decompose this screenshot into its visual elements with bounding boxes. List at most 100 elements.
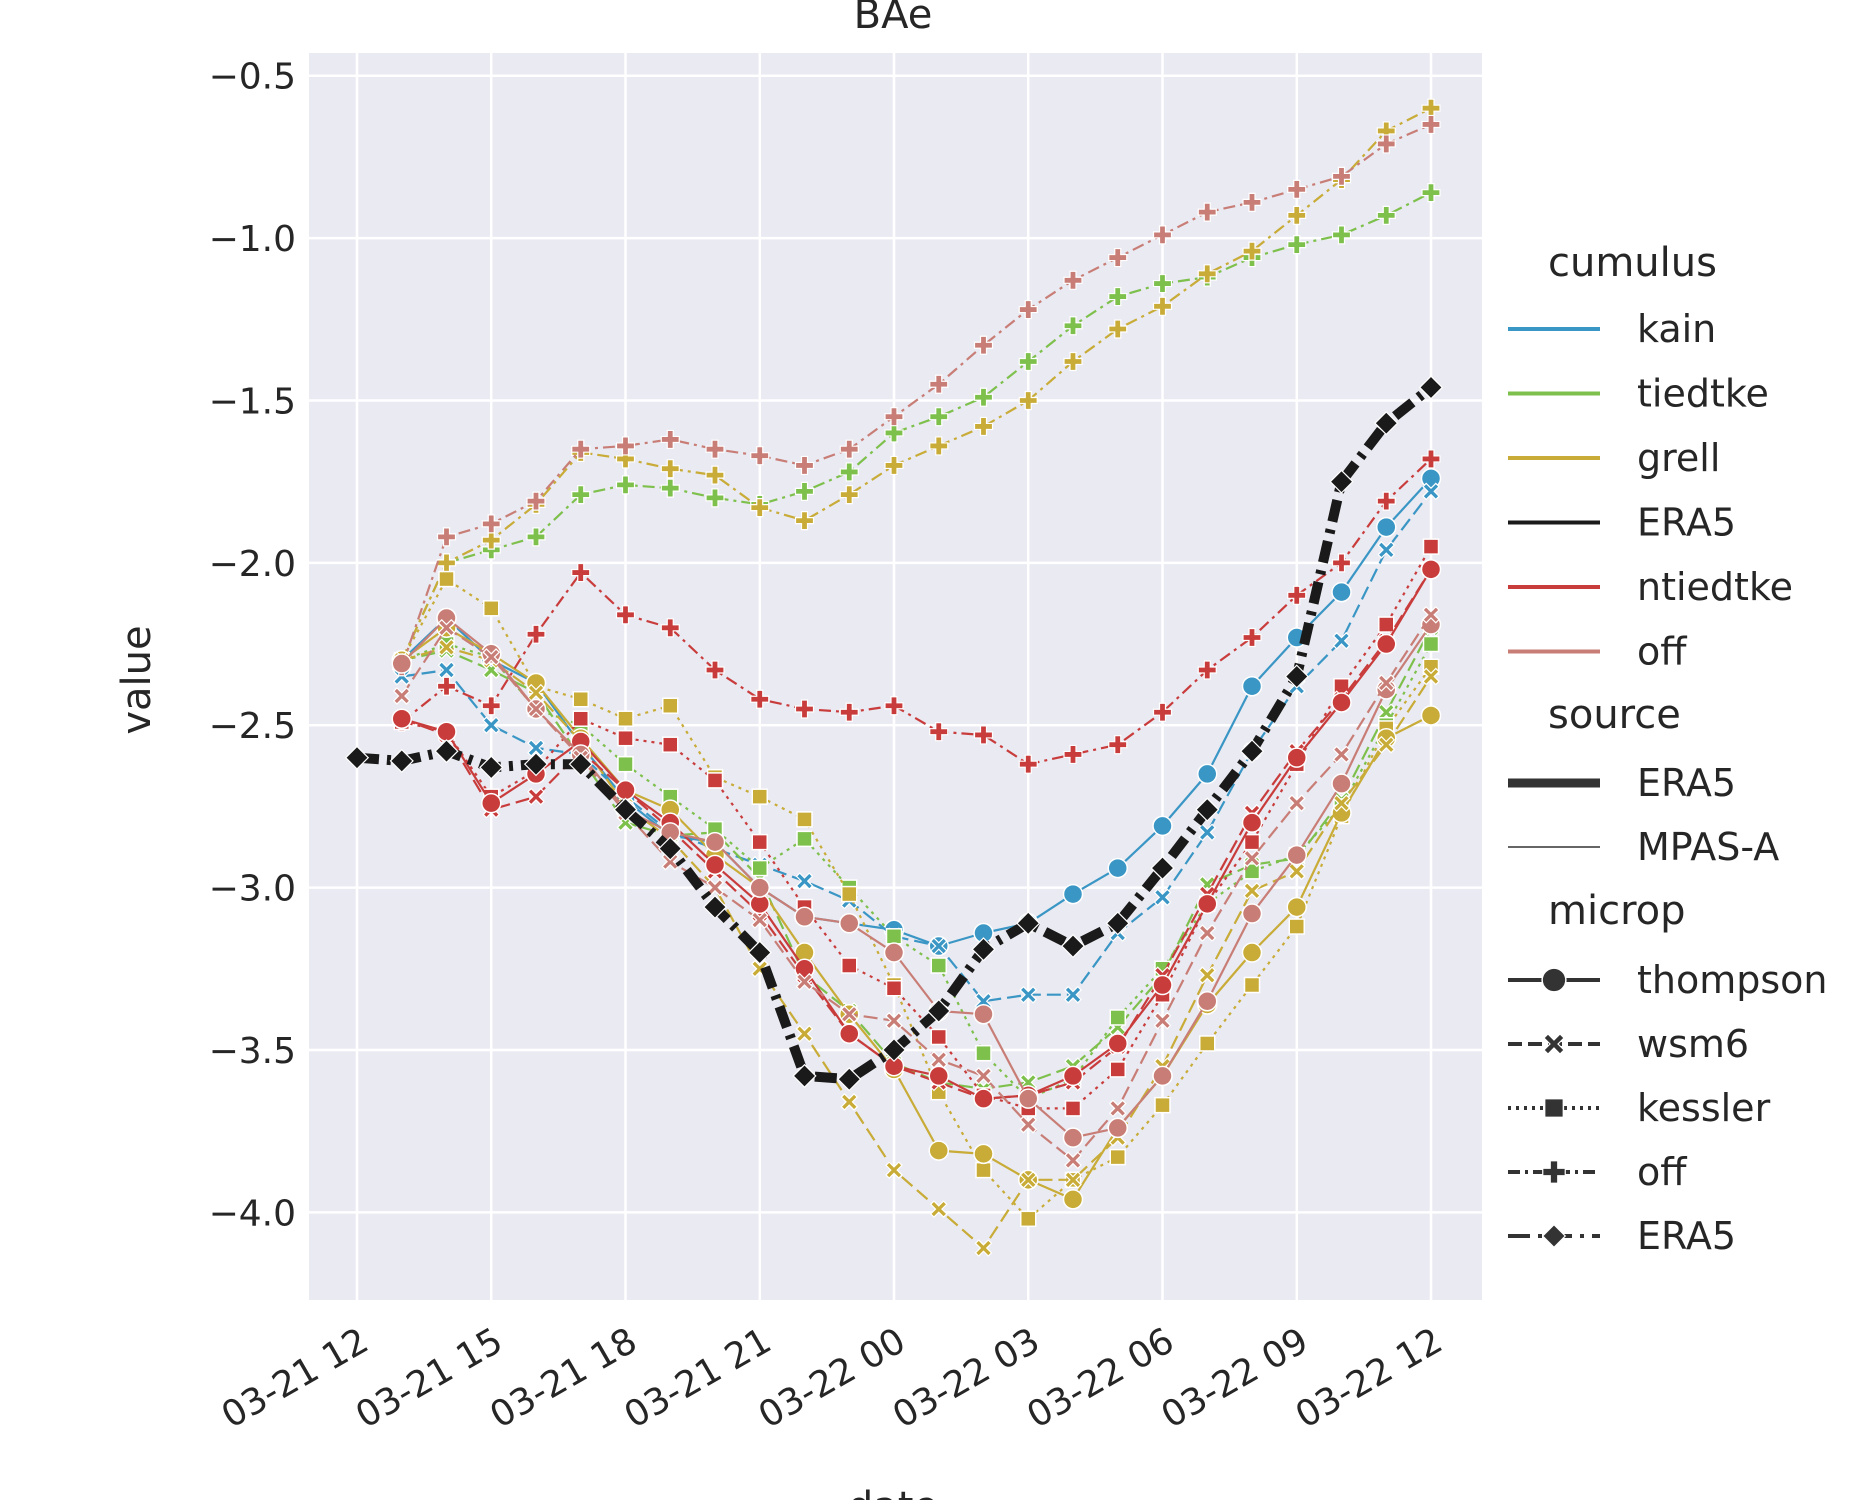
data-point-off xyxy=(1063,744,1083,765)
data-point-off xyxy=(1421,449,1441,469)
data-point-off xyxy=(615,449,636,469)
data-point-wsm6 xyxy=(527,700,545,718)
data-point-thompson xyxy=(1107,1033,1128,1054)
data-point-kessler xyxy=(1243,863,1261,880)
data-point-off xyxy=(750,446,770,466)
x-axis-label: date xyxy=(848,1484,938,1500)
data-point-kessler xyxy=(1243,976,1261,994)
data-point-wsm6 xyxy=(527,683,545,702)
data-point-thompson xyxy=(481,792,502,814)
legend-item-microp-wsm6: wsm6 xyxy=(1637,1022,1749,1066)
data-point-wsm6 xyxy=(1377,735,1396,754)
data-point-thompson xyxy=(1286,896,1307,918)
y-tick-label: −3.0 xyxy=(209,869,296,910)
data-point-wsm6 xyxy=(929,937,948,955)
data-point-off xyxy=(705,488,725,508)
data-point-thompson xyxy=(1241,942,1263,963)
data-point-thompson xyxy=(839,1023,860,1044)
x-tick-label: 03-22 03 xyxy=(886,1320,1047,1436)
grid xyxy=(309,53,1482,1300)
x-tick-label: 03-21 21 xyxy=(618,1320,779,1436)
data-point-wsm6 xyxy=(527,787,545,806)
data-point-off xyxy=(929,722,949,742)
data-point-thompson xyxy=(1286,747,1307,768)
data-point-ERA5 xyxy=(1239,739,1265,764)
data-point-ERA5 xyxy=(747,940,772,965)
data-point-off xyxy=(1331,166,1352,187)
data-point-thompson xyxy=(615,779,636,801)
data-point-ERA5 xyxy=(613,797,638,822)
data-point-wsm6 xyxy=(1243,849,1261,868)
y-tick-label: −2.5 xyxy=(209,706,296,747)
data-point-thompson xyxy=(704,831,726,853)
data-point-off xyxy=(1376,491,1396,511)
data-point-thompson xyxy=(1376,633,1397,655)
data-point-thompson xyxy=(1331,692,1352,713)
data-point-kessler xyxy=(885,980,903,997)
data-point-wsm6 xyxy=(437,638,456,657)
data-point-thompson xyxy=(1241,812,1263,833)
data-point-thompson xyxy=(391,653,412,674)
data-point-wsm6 xyxy=(1377,674,1396,692)
legend-item-ERA5: ERA5 xyxy=(1637,501,1736,545)
data-point-off xyxy=(1197,202,1217,222)
data-point-kessler xyxy=(1288,918,1305,935)
data-point-kessler xyxy=(1154,1096,1171,1114)
x-tick-label: 03-22 12 xyxy=(1289,1320,1450,1436)
legend-item-microp-kessler: kessler xyxy=(1637,1086,1771,1130)
data-point-thompson xyxy=(1241,675,1263,697)
data-point-ERA5 xyxy=(926,998,951,1024)
data-point-thompson xyxy=(1197,763,1218,785)
data-point-wsm6 xyxy=(974,1239,993,1257)
y-tick-labels: −0.5 −1.0 −1.5 −2.0 −2.5 −3.0 −3.5 −4.0 xyxy=(209,57,296,1235)
series-line xyxy=(400,614,1432,1162)
data-point-wsm6 xyxy=(1064,985,1082,1004)
data-point-off xyxy=(1018,390,1038,411)
data-point-off xyxy=(705,465,725,485)
data-point-thompson xyxy=(928,1065,949,1087)
data-point-ERA5 xyxy=(792,1063,817,1089)
data-point-wsm6 xyxy=(482,648,501,666)
data-point-kessler xyxy=(751,833,768,851)
data-point-off xyxy=(1542,1160,1566,1184)
data-point-thompson xyxy=(973,1143,994,1165)
legend-title-source: source xyxy=(1548,692,1681,738)
data-point-off xyxy=(750,498,770,518)
data-point-kessler xyxy=(1243,833,1261,851)
data-point-wsm6 xyxy=(1422,482,1440,501)
data-point-off xyxy=(839,462,859,482)
data-point-ERA5 xyxy=(1329,469,1354,494)
data-point-off xyxy=(1197,660,1217,680)
data-point-off xyxy=(884,455,904,476)
data-point-off xyxy=(660,618,680,638)
y-tick-label: −0.5 xyxy=(209,57,296,98)
legend-title-cumulus: cumulus xyxy=(1548,240,1717,286)
data-point-wsm6 xyxy=(1377,541,1396,559)
data-point-wsm6 xyxy=(1543,1033,1565,1055)
data-point-thompson xyxy=(1152,815,1173,837)
data-point-off xyxy=(660,429,680,450)
data-point-off xyxy=(1108,286,1128,307)
legend: cumulus kain tiedtke grell ERA5 ntiedtke off so… xyxy=(1508,240,1828,1258)
data-point-off xyxy=(1197,264,1217,284)
data-point-off xyxy=(929,374,949,394)
data-point-off xyxy=(615,475,636,495)
data-point-off xyxy=(705,660,725,680)
data-point-wsm6 xyxy=(1287,794,1306,812)
data-point-kessler xyxy=(1109,1148,1126,1166)
data-point-wsm6 xyxy=(795,1024,814,1043)
data-point-wsm6 xyxy=(1243,881,1261,900)
data-point-off xyxy=(1287,234,1307,255)
data-point-thompson xyxy=(1107,857,1128,879)
data-point-off xyxy=(1063,351,1083,372)
data-point-wsm6 xyxy=(929,1050,948,1069)
data-point-thompson xyxy=(1152,1065,1173,1087)
data-point-ERA5 xyxy=(344,745,370,770)
data-point-wsm6 xyxy=(974,1067,993,1085)
y-tick-label: −4.0 xyxy=(209,1193,296,1234)
data-point-off xyxy=(884,696,904,716)
data-point-wsm6 xyxy=(482,716,501,735)
data-point-thompson xyxy=(1062,1189,1084,1210)
data-point-wsm6 xyxy=(392,687,411,705)
data-point-kessler xyxy=(662,697,679,714)
